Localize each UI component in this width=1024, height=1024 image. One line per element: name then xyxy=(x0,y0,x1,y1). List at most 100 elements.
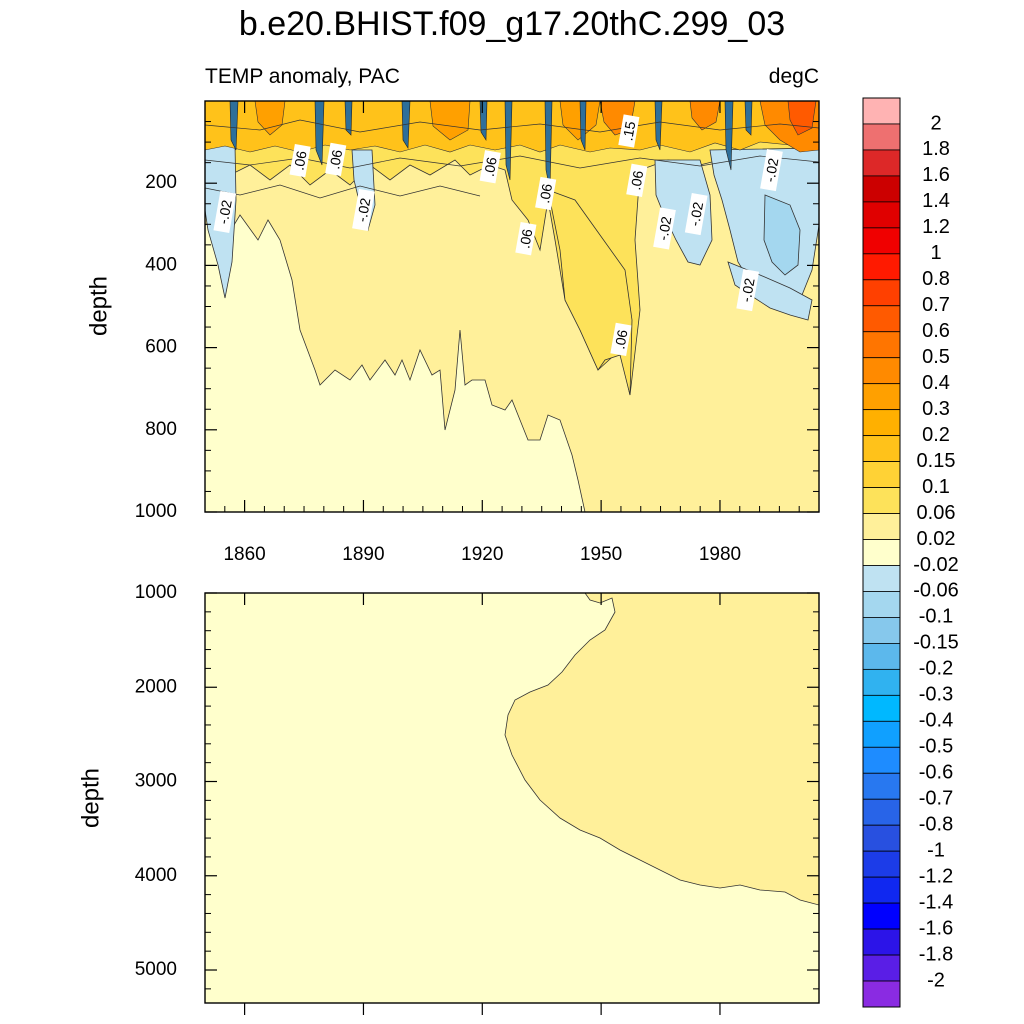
colorbar-label: 2 xyxy=(930,112,941,134)
contour-label-text: -.02 xyxy=(655,215,675,242)
lower-ytick-label: 1000 xyxy=(135,582,177,603)
lower-warm-lobe xyxy=(504,593,819,906)
colorbar-label: 0.02 xyxy=(917,528,956,550)
contour-label-text: .06 xyxy=(516,228,535,250)
contour-label: -.02 xyxy=(653,207,676,250)
colorbar-label: 0.06 xyxy=(917,502,956,524)
contour-label-bg xyxy=(213,190,237,234)
colorbar-label: -2 xyxy=(927,969,945,991)
contour-label-bg xyxy=(684,192,708,236)
colorbar-label: 1.2 xyxy=(922,216,950,238)
colorbar-cell xyxy=(862,227,901,255)
colorbar-cell xyxy=(862,954,901,982)
contour-label: .06 xyxy=(515,222,537,256)
upper-lens-0.06-0.1 xyxy=(547,189,633,396)
colorbar-cell xyxy=(862,149,901,177)
contour-label-bg xyxy=(352,188,375,232)
colorbar-label: 1 xyxy=(930,242,941,264)
contour-label-text: .06 xyxy=(481,156,500,178)
colorbar-cell xyxy=(862,383,901,411)
contour-label: -.02 xyxy=(352,188,375,232)
upper-xtick-label: 1860 xyxy=(223,544,265,565)
colorbar-cell xyxy=(862,253,901,281)
colorbar-cell xyxy=(862,824,901,852)
panel-subtitle: TEMP anomaly, PAC xyxy=(205,65,400,88)
colorbar-label: -1.8 xyxy=(919,943,953,965)
colorbar-label: 0.3 xyxy=(922,398,950,420)
contour-labels: .06 .06 -.02 -.02 .06 .06 .06 .15 .06 -.02 -.02 -.0… xyxy=(213,114,783,357)
colorbar-label: -0.1 xyxy=(919,606,953,628)
upper-xtick-label: 1890 xyxy=(342,544,384,565)
colorbar-label: -0.02 xyxy=(913,554,959,576)
colorbar-label: 0.7 xyxy=(922,294,950,316)
contour-label: .06 xyxy=(289,143,311,178)
upper-axes: 200 400 600 800 1000 1860 1890 1920 1950 1980 xyxy=(135,101,819,565)
colorbar-label: -0.4 xyxy=(919,710,953,732)
colorbar-cell xyxy=(862,876,901,904)
contour-label-bg xyxy=(289,143,311,178)
upper-ytick-label: 1000 xyxy=(135,501,177,522)
contour-label-bg xyxy=(610,322,632,357)
contour-label-bg xyxy=(479,150,501,184)
colorbar-cell xyxy=(862,123,901,151)
upper-ytick-label: 600 xyxy=(145,337,177,358)
colorbar-cell xyxy=(862,305,901,333)
contour-label-bg xyxy=(653,207,676,250)
colorbar-label: 0.2 xyxy=(922,424,950,446)
contour-label-text: -.02 xyxy=(686,201,706,228)
contour-label-text: .06 xyxy=(627,169,646,191)
colorbar-cell xyxy=(862,798,901,826)
colorbar-label: 0.1 xyxy=(922,476,950,498)
colorbar-label: 0.5 xyxy=(922,346,950,368)
colorbar-cell xyxy=(862,331,901,359)
colorbar-cell xyxy=(862,539,901,566)
colorbar-cell xyxy=(862,928,901,956)
colorbar-label: -0.06 xyxy=(913,580,959,602)
colorbar-label: -1.6 xyxy=(919,917,953,939)
contour-label: .06 xyxy=(479,150,501,184)
contour-label: -.02 xyxy=(684,192,708,236)
contour-label-bg xyxy=(618,114,640,148)
colorbar-cell xyxy=(862,772,901,800)
contour-label: -.02 xyxy=(213,190,237,234)
colorbar-cell xyxy=(862,565,901,592)
colorbar-cell xyxy=(862,435,901,462)
colorbar-cell xyxy=(862,175,901,203)
units-label: degC xyxy=(769,65,819,88)
colorbar-cell xyxy=(862,617,901,644)
colorbar-label: 1.6 xyxy=(922,164,950,186)
colorbar-label: 1.8 xyxy=(922,138,950,160)
lower-ytick-label: 5000 xyxy=(135,959,177,980)
colorbar-cell xyxy=(862,668,901,696)
colorbar-label: 1.4 xyxy=(922,190,950,212)
contour-label: .06 xyxy=(626,163,648,197)
upper-ytick-label: 200 xyxy=(145,172,177,193)
figure-title: b.e20.BHIST.f09_g17.20thC.299_03 xyxy=(239,5,785,43)
colorbar-label: -0.6 xyxy=(919,762,953,784)
upper-xtick-label: 1920 xyxy=(461,544,503,565)
colorbar-label: -0.7 xyxy=(919,788,953,810)
colorbar-label: 0.4 xyxy=(922,372,950,394)
colorbar-frame xyxy=(862,97,901,1008)
surface-cool-streaks xyxy=(229,101,753,191)
upper-ytick-label: 800 xyxy=(145,419,177,440)
colorbar-cell xyxy=(862,746,901,774)
upper-plot xyxy=(205,101,819,512)
colorbar-cell xyxy=(862,850,901,878)
colorbar-cell xyxy=(862,461,901,488)
contour-label: -.02 xyxy=(760,148,783,192)
contour-label: .06 xyxy=(610,322,632,357)
contour-label-text: -.02 xyxy=(215,198,235,225)
contour-label-text: -.02 xyxy=(761,157,781,184)
contour-label-text: .15 xyxy=(619,120,638,142)
colorbar-label: 0.15 xyxy=(917,450,956,472)
colorbar-label: -1 xyxy=(927,839,945,861)
contour-label-text: .06 xyxy=(536,182,555,204)
contour-label-bg xyxy=(760,148,783,192)
contour-label-bg xyxy=(626,163,648,197)
colorbar-cell xyxy=(862,97,901,125)
colorbar-cell xyxy=(862,357,901,385)
lower-ytick-label: 2000 xyxy=(135,676,177,697)
upper-cool-3 xyxy=(654,159,713,266)
